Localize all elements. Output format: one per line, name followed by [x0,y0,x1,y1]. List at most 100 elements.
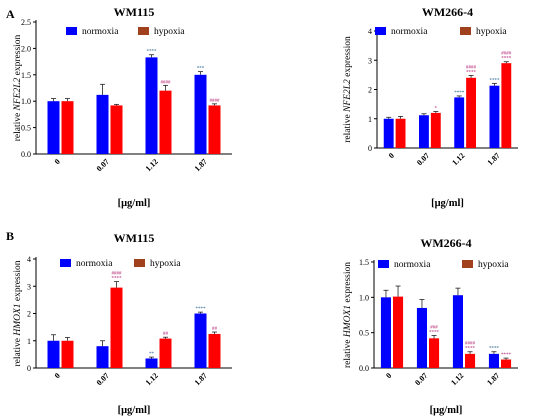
significance-label: #### [465,342,476,347]
legend-label-hypoxia: hypoxia [478,260,509,270]
y-tick-label: 2 [27,310,31,319]
x-axis-label: [μg/ml] [431,198,464,209]
y-tick-label: 1 [368,115,372,124]
y-tick-label: 0 [368,144,372,153]
bar-hypoxia-0.07 [430,112,441,148]
panel-letter: B [6,229,14,243]
bar-hypoxia-0 [393,296,404,368]
y-tick-label: 0.0 [359,364,369,373]
bar-normoxia-0 [47,101,60,154]
chart-title: WM266-4 [422,5,473,19]
significance-label: **** [489,78,500,83]
bar-hypoxia-0.07 [110,287,123,368]
bar-normoxia-1.12 [452,295,463,368]
significance-label: #### [161,80,172,85]
bar-hypoxia-0.07 [429,338,440,368]
x-tick-label: 0 [384,371,393,380]
significance-label: ## [212,327,218,332]
bar-hypoxia-1.87 [501,63,512,148]
y-axis-label: relative NFE2L2 expression [13,34,23,141]
bar-normoxia-0.07 [96,346,109,368]
y-tick-label: 1.5 [21,71,31,80]
legend-label-hypoxia: hypoxia [154,27,185,37]
legend-label-hypoxia: hypoxia [476,27,507,37]
significance-label: #### [112,272,123,277]
bar-hypoxia-1.12 [159,338,172,368]
significance-label: **** [196,307,207,312]
bar-hypoxia-0.07 [110,105,123,154]
bar-normoxia-0 [47,340,60,368]
y-tick-label: 1.0 [359,293,369,302]
bar-hypoxia-0 [61,101,74,154]
significance-label: **** [454,91,465,96]
legend-swatch-hypoxia [462,260,473,268]
significance-label: *** [197,67,205,72]
x-axis-label: [μg/ml] [430,405,463,416]
x-tick-label: 0 [53,371,62,380]
legend-swatch-hypoxia [460,27,471,35]
y-tick-label: 0.0 [21,150,31,159]
bar-normoxia-0.07 [419,115,429,148]
bar-hypoxia-1.87 [208,333,221,368]
significance-label: #### [466,65,477,70]
x-axis-label: [μg/ml] [118,198,151,209]
significance-label: **** [147,50,158,55]
legend-label-normoxia: normoxia [76,259,113,269]
y-axis-label: relative HMOX1 expression [343,262,353,368]
y-tick-label: 0 [27,364,31,373]
bar-normoxia-1.87 [194,313,207,368]
x-tick-label: 1.87 [486,151,502,167]
legend-label-hypoxia: hypoxia [150,259,181,269]
legend-swatch-hypoxia [134,259,145,267]
bar-hypoxia-1.12 [159,90,172,154]
y-tick-label: 4 [27,255,31,264]
bar-normoxia-0.07 [96,94,109,154]
y-tick-label: 3 [368,56,372,65]
x-tick-label: 1.12 [144,371,160,387]
x-tick-label: 0.07 [95,371,111,387]
x-tick-label: 1.12 [449,371,465,387]
x-tick-label: 0.07 [95,157,111,173]
y-tick-label: 4 [368,27,372,36]
bar-hypoxia-1.87 [501,359,512,368]
chart-panel-1: A WM115 relative NFE2L2 expression 0.0 0.5 1.… [6,5,232,209]
x-tick-label: 1.87 [193,371,209,387]
chart-panel-2: WM266-4 relative NFE2L2 expression 0 1 2 3 4 no… [343,5,518,209]
significance-label: #### [210,99,221,104]
y-tick-label: 1 [27,337,31,346]
chart-title: WM266-4 [420,236,471,250]
y-tick-label: 1.5 [359,258,369,267]
legend-label-normoxia: normoxia [82,27,119,37]
y-tick-label: 2.0 [21,44,31,53]
bar-hypoxia-1.12 [465,353,476,368]
bar-normoxia-0 [383,118,394,148]
significance-label: ### [430,325,438,330]
x-tick-label: 0 [53,157,62,166]
significance-label: **** [465,347,476,352]
significance-label: **** [501,57,512,62]
bar-normoxia-1.87 [489,85,500,148]
bar-hypoxia-0 [61,340,74,368]
x-tick-label: 0 [387,151,396,160]
bar-normoxia-1.87 [194,74,207,154]
x-tick-label: 0.07 [415,151,431,167]
chart-panel-3: B WM115 relative HMOX1 expression 0 1 2 3 4 norm… [6,229,232,416]
significance-label: * [435,106,438,111]
significance-label: ## [163,332,169,337]
bar-normoxia-1.87 [488,353,499,368]
bar-hypoxia-1.12 [466,77,476,148]
significance-label: **** [466,70,477,75]
significance-label: **** [501,353,512,358]
y-tick-label: 3 [27,282,31,291]
x-tick-label: 1.12 [450,151,466,167]
significance-label: **** [112,277,123,282]
legend-swatch-hypoxia [138,27,149,35]
legend-swatch-normoxia [375,27,386,35]
y-tick-label: 1.0 [21,97,31,106]
bar-normoxia-0 [380,297,391,368]
significance-label: #### [501,52,512,57]
chart-title: WM115 [114,231,155,245]
y-tick-label: 2.5 [21,18,31,27]
legend-swatch-normoxia [378,260,389,268]
panel-letter: A [6,7,15,21]
